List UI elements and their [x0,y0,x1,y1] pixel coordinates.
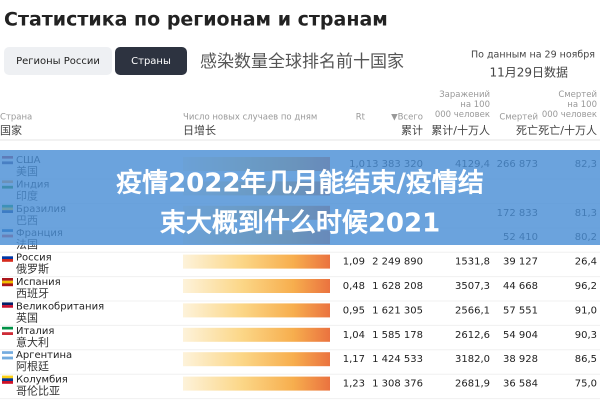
banner [0,150,600,245]
cell-value: 3507,3 [455,281,490,292]
cell-value: 2 249 890 [372,257,423,268]
cell-value: 3182,0 [455,354,490,365]
column-header-zh: 累计/十万人 [431,123,490,137]
column-header: Заражений на 100 000 человек [435,90,490,120]
flag [2,253,13,257]
tab-active[interactable] [115,47,187,75]
country-name: Колумбия [16,375,68,386]
daily-heatstrip [183,327,330,342]
cell-value: 96,2 [575,281,597,292]
cell-value: 0,95 [343,305,365,316]
flag [2,278,13,281]
country-name-zh: 哥伦比亚 [16,384,60,398]
page-title: Статистика по регионам и странам [4,9,388,31]
banner-text: 束大概到什么时候2021 [160,208,440,239]
column-header: Смертей [499,113,538,123]
flag [2,283,13,287]
cell-value: 86,5 [575,354,597,365]
cell-value: 36 584 [503,379,538,390]
flag [2,256,13,260]
column-header: ▼Всего [391,113,423,123]
column-header: Число новых случаев по дням [183,113,317,123]
cell-value: 39 127 [503,257,538,268]
column-header: Страна [0,113,32,123]
banner-text: 疫情2022年几月能结束/疫情结 [116,168,484,199]
country-name-zh: 阿根廷 [16,359,49,373]
date-label: По данным на 29 ноября [471,50,595,61]
country-name: Италия [16,326,54,337]
tab-label[interactable]: Страны [131,56,171,67]
flag [2,356,13,360]
daily-heatstrip [183,352,330,367]
country-name: Испания [16,277,61,288]
flag [2,381,13,384]
tab[interactable] [4,47,112,75]
cell-value: 57 551 [503,305,538,316]
column-header: Rt [356,113,366,123]
column-header-zh: 死亡 [516,123,538,137]
cell-value: 26,4 [575,257,597,268]
flag [2,326,13,330]
cell-value: 91,0 [575,305,597,316]
column-header-zh: 累计 [401,124,423,137]
flag [2,332,13,335]
caption-zh: 感染数量全球排名前十国家 [200,52,404,72]
cell-value: 1,09 [343,257,365,268]
cell-value: 54 904 [503,330,538,341]
daily-heatstrip [183,254,330,269]
column-header-zh: 国家 [0,123,22,137]
cell-value: 0,48 [343,281,365,292]
flag [2,353,13,357]
cell-value: 1,23 [343,379,365,390]
cell-value: 1,04 [343,330,365,341]
cell-value: 1 621 305 [372,305,423,316]
flag [2,302,13,306]
column-header-zh: 日增长 [183,123,216,137]
column-header-zh: 死亡/十万人 [538,123,597,137]
cell-value: 1 424 533 [372,354,423,365]
date-label-zh: 11月29日数据 [489,65,568,80]
cell-value: 75,0 [575,379,597,390]
cell-value: 2612,6 [455,330,490,341]
cell-value: 1 308 376 [372,379,423,390]
country-name: Аргентина [16,350,72,361]
flag [2,305,13,308]
country-name-zh: 西班牙 [16,287,49,300]
cell-value: 44 668 [503,281,538,292]
flag [2,351,13,354]
daily-heatstrip [183,376,330,391]
cell-value: 2681,9 [455,379,490,390]
daily-heatstrip [183,279,330,293]
cell-value: 1 628 208 [372,281,423,292]
flag [2,378,13,382]
country-name-zh: 俄罗斯 [16,263,49,276]
flag [2,259,13,262]
flag [2,375,13,379]
cell-value: 90,3 [575,330,597,341]
cell-value: 1531,8 [455,257,490,268]
tab-label[interactable]: Регионы России [16,56,100,67]
flag [2,307,13,311]
country-name: Великобритания [16,301,104,312]
cell-value: 2566,1 [455,305,490,316]
flag [2,280,13,284]
country-name: Россия [16,253,52,264]
cell-value: 1 585 178 [372,330,423,341]
flag [2,329,13,333]
column-header: Смертей на 100 000 человек [542,90,597,120]
country-name-zh: 英国 [16,310,38,324]
daily-heatstrip [183,303,330,318]
cell-value: 1,17 [343,354,365,365]
cell-value: 38 928 [503,354,538,365]
country-name-zh: 意大利 [16,335,49,349]
